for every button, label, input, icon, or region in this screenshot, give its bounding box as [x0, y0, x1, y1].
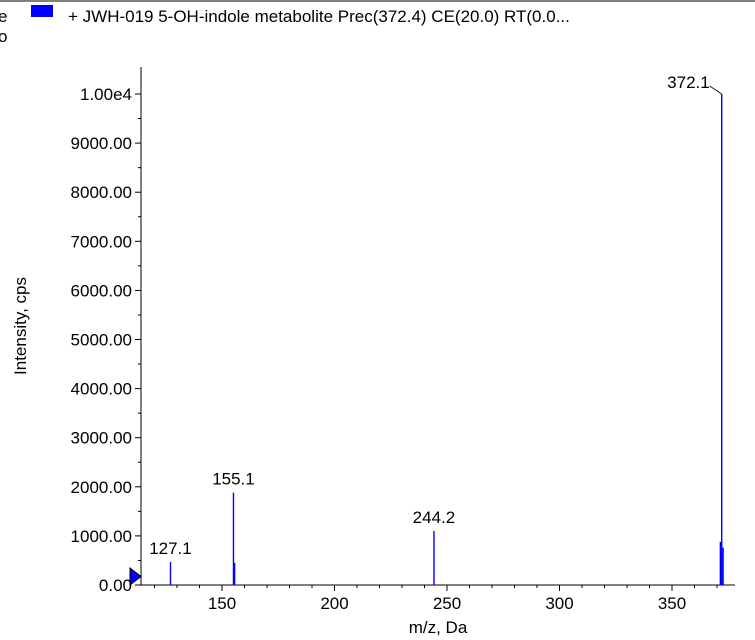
x-tick-label: 150	[208, 594, 236, 613]
y-tick-label: 2000.00	[71, 478, 132, 497]
y-tick-label: 9000.00	[71, 134, 132, 153]
y-tick-label: 8000.00	[71, 183, 132, 202]
y-tick-label: 6000.00	[71, 281, 132, 300]
axes	[140, 67, 735, 586]
legend-left-fragment-2: o	[0, 27, 7, 46]
x-axis-ticks: 150 200 250 300 350	[154, 585, 718, 613]
y-tick-label: 5000.00	[71, 331, 132, 350]
peak-labels: 127.1 155.1 244.2 372.1	[149, 73, 722, 558]
peak-label: 155.1	[212, 470, 255, 489]
x-tick-label: 200	[320, 594, 348, 613]
y-axis-title: Intensity, cps	[11, 277, 30, 375]
x-tick-label: 300	[545, 594, 573, 613]
peak-label-leader	[709, 85, 722, 95]
y-origin-marker	[129, 566, 142, 587]
y-tick-label: 1.00e4	[80, 85, 132, 104]
x-axis-title: m/z, Da	[409, 618, 468, 637]
peak-label: 372.1	[667, 73, 710, 92]
peak-label: 127.1	[149, 539, 192, 558]
legend-swatch	[31, 5, 53, 17]
legend-left-fragment-1: e	[0, 7, 7, 26]
peak-label: 244.2	[413, 508, 456, 527]
y-tick-label: 1000.00	[71, 527, 132, 546]
y-tick-label: 3000.00	[71, 429, 132, 448]
y-tick-label: 7000.00	[71, 232, 132, 251]
x-tick-label: 350	[658, 594, 686, 613]
legend-series-label: + JWH-019 5-OH-indole metabolite Prec(37…	[68, 7, 570, 26]
y-tick-label: 4000.00	[71, 380, 132, 399]
x-tick-label: 250	[433, 594, 461, 613]
y-axis-ticks: 0.00 1000.00 2000.00 3000.00 4000.00 5000.00 6…	[71, 85, 141, 595]
spectrum-peaks	[169, 94, 724, 585]
y-tick-label: 0.00	[99, 576, 132, 595]
